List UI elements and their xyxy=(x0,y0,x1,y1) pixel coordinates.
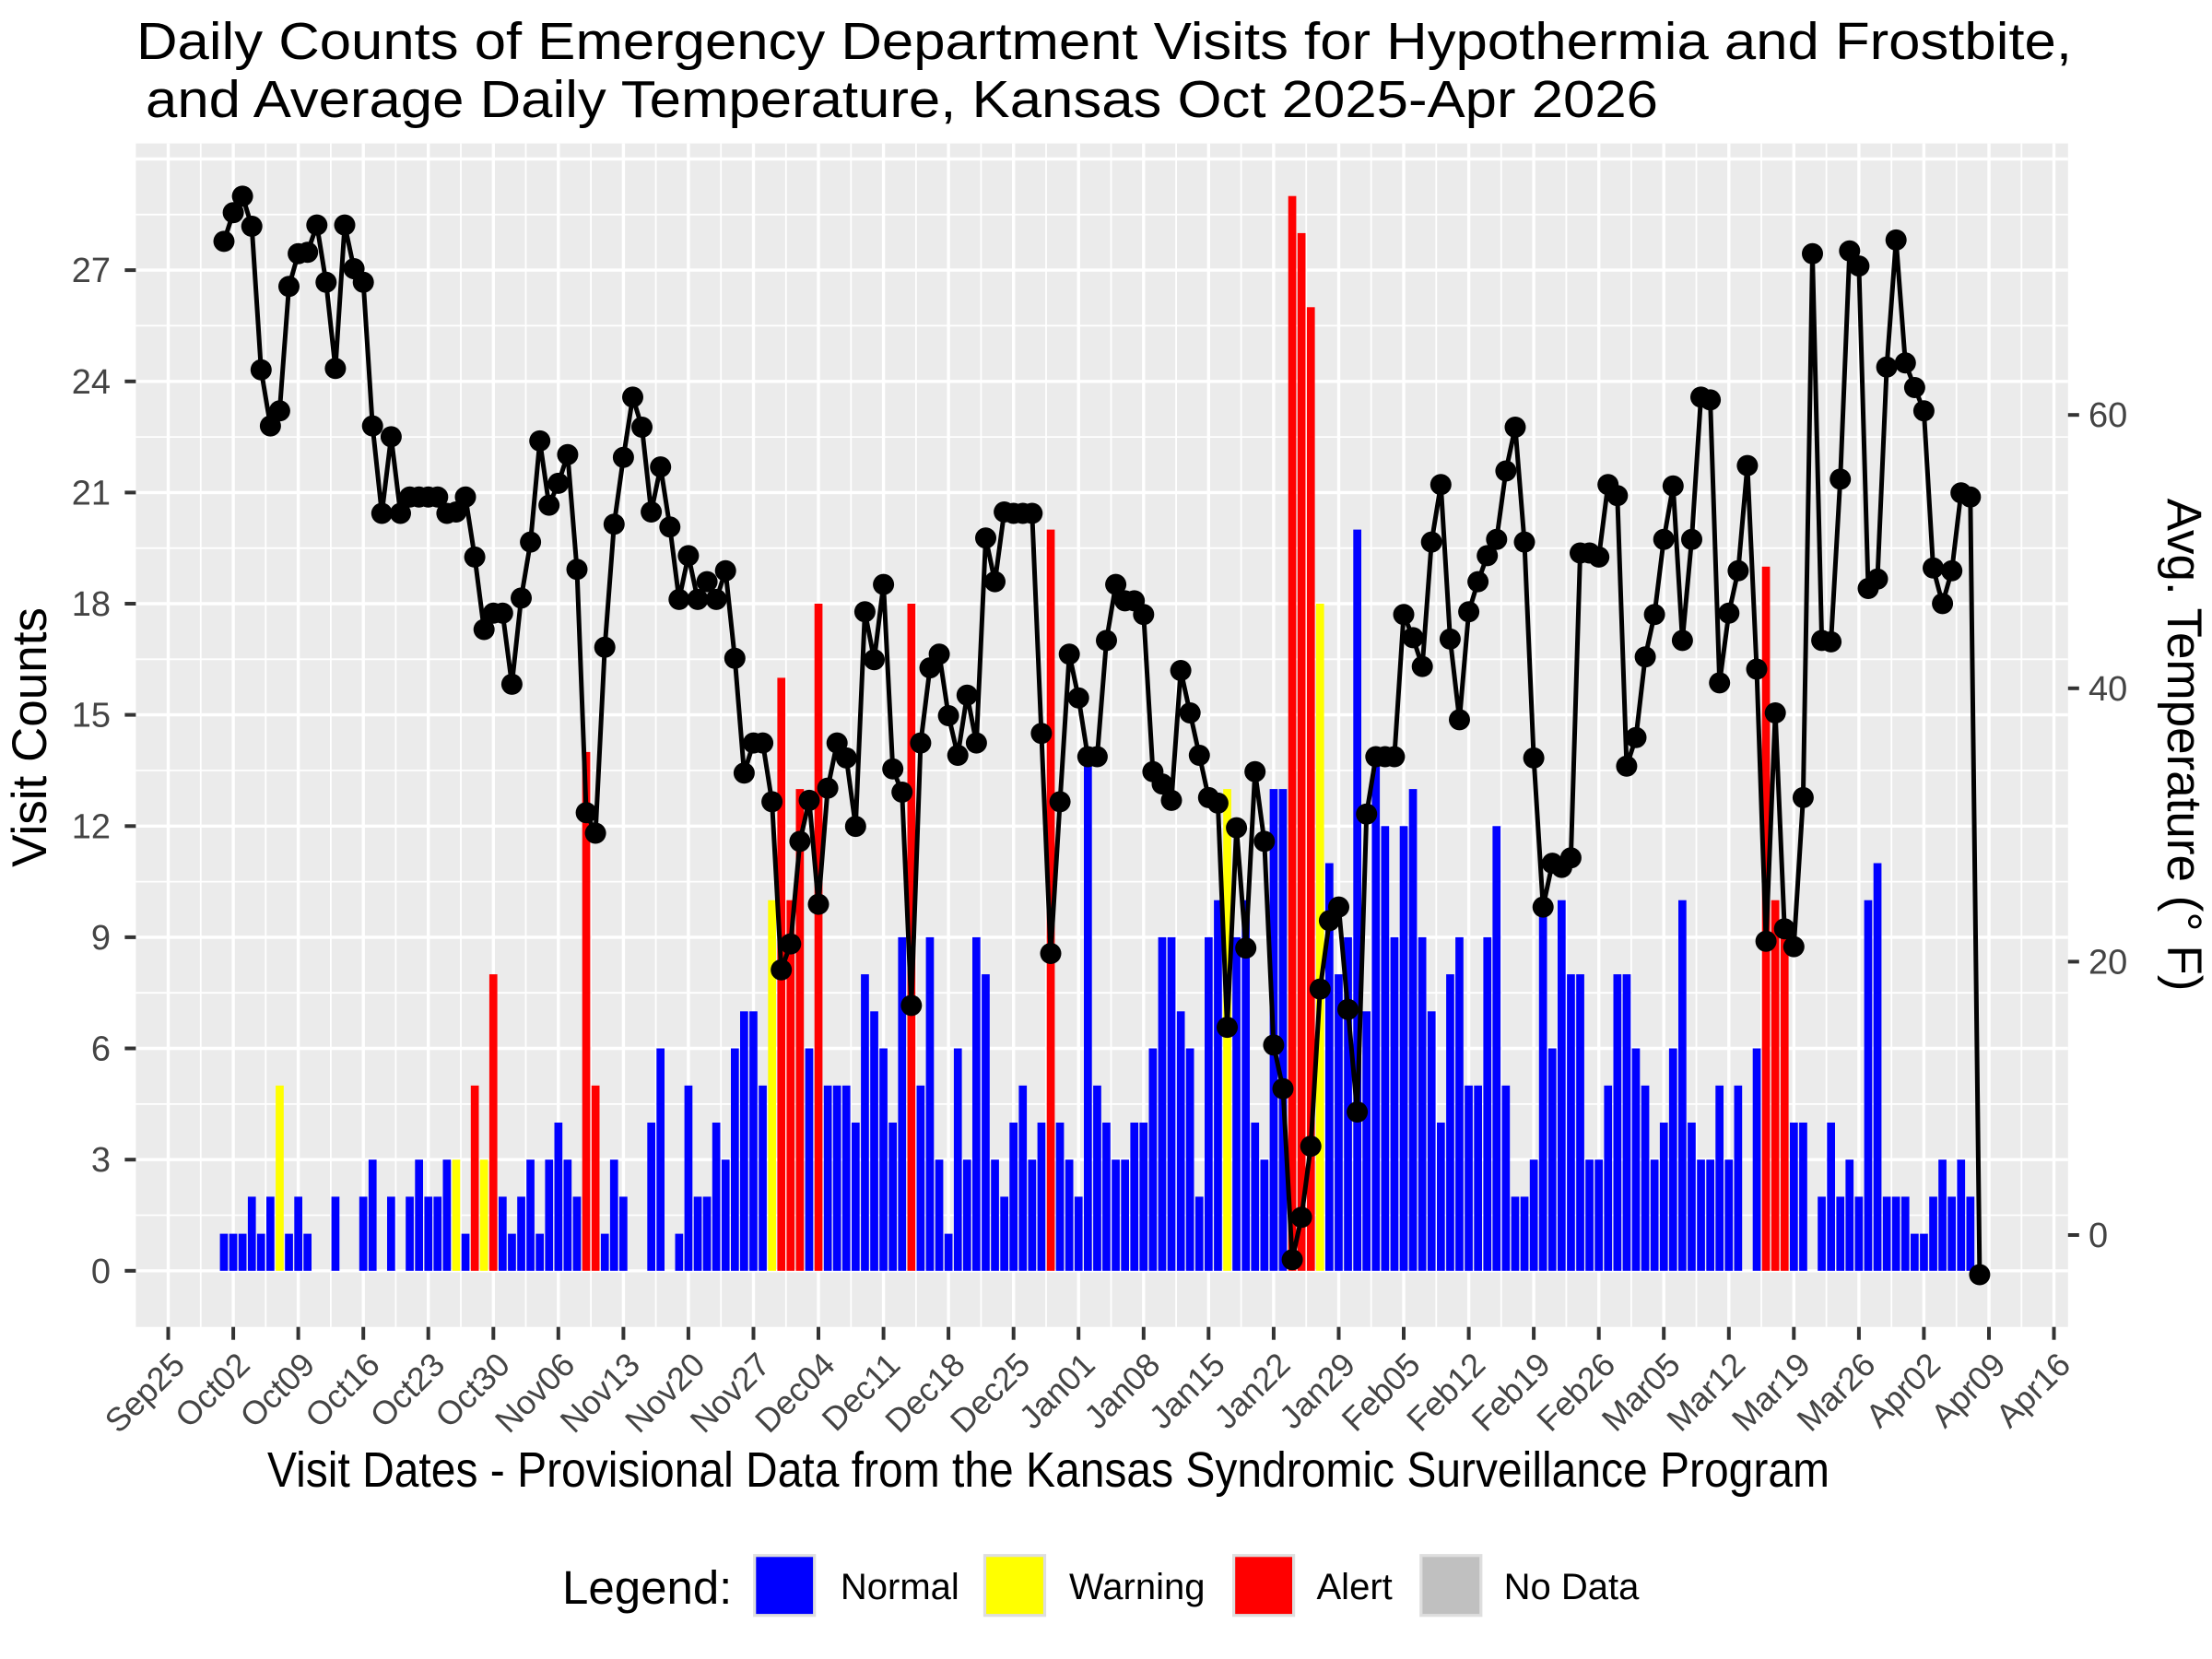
svg-text:0: 0 xyxy=(2088,1217,2108,1255)
svg-text:27: 27 xyxy=(72,252,111,290)
svg-text:12: 12 xyxy=(72,807,111,846)
svg-text:18: 18 xyxy=(72,585,111,624)
svg-text:40: 40 xyxy=(2088,670,2127,709)
svg-text:Daily Counts of Emergency Depa: Daily Counts of Emergency Department Vis… xyxy=(136,12,2072,71)
svg-text:9: 9 xyxy=(91,919,111,958)
svg-text:and Average Daily Temperature,: and Average Daily Temperature, Kansas Oc… xyxy=(146,70,1658,129)
svg-text:Warning: Warning xyxy=(1069,1567,1205,1607)
svg-text:20: 20 xyxy=(2088,943,2127,982)
svg-text:60: 60 xyxy=(2088,396,2127,435)
svg-text:Visit Counts: Visit Counts xyxy=(3,607,57,867)
svg-text:6: 6 xyxy=(91,1030,111,1069)
svg-text:21: 21 xyxy=(72,474,111,512)
svg-text:Legend:: Legend: xyxy=(562,1561,732,1614)
svg-text:24: 24 xyxy=(72,363,111,402)
svg-text:Avg. Temperature (° F): Avg. Temperature (° F) xyxy=(2157,499,2211,992)
svg-text:Alert: Alert xyxy=(1317,1567,1393,1607)
svg-text:3: 3 xyxy=(91,1141,111,1180)
svg-text:No Data: No Data xyxy=(1504,1567,1640,1607)
svg-text:0: 0 xyxy=(91,1253,111,1291)
svg-text:Visit Dates - Provisional Data: Visit Dates - Provisional Data from the … xyxy=(267,1442,1830,1498)
svg-text:Normal: Normal xyxy=(841,1567,959,1607)
svg-text:15: 15 xyxy=(72,697,111,735)
